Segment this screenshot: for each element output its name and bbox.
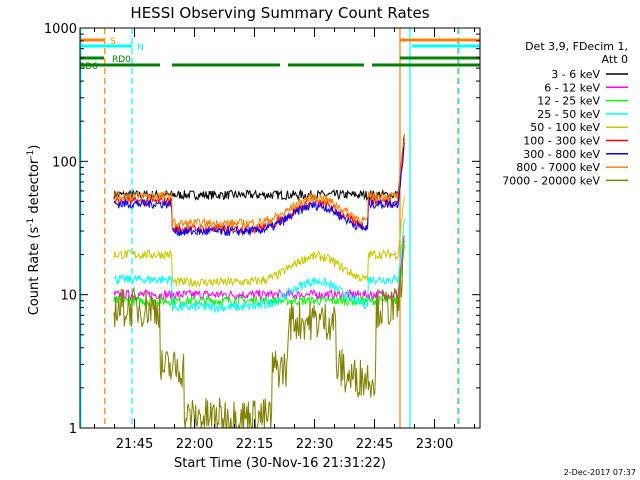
flag-label: S bbox=[110, 37, 116, 47]
plot-area: S N RD0 RD6 bbox=[79, 28, 480, 428]
y-axis-label-part1: Count Rate (s bbox=[27, 227, 42, 316]
x-tick-label: 21:45 bbox=[116, 437, 153, 452]
x-axis: 21:45 22:00 22:15 22:30 22:45 23:00 bbox=[94, 28, 476, 452]
y-axis-label-part2: detector bbox=[27, 158, 42, 218]
x-axis-label: Start Time (30-Nov-16 21:31:22) bbox=[174, 456, 386, 471]
x-tick-label: 22:00 bbox=[176, 437, 213, 452]
y-tick-label: 1000 bbox=[44, 22, 77, 37]
series-line bbox=[113, 219, 405, 314]
legend-entry-label: 7000 - 20000 keV bbox=[502, 174, 600, 187]
x-tick-label: 23:00 bbox=[416, 437, 453, 452]
x-tick-label: 22:45 bbox=[356, 437, 393, 452]
legend-entry-label: 25 - 50 keV bbox=[537, 108, 600, 121]
flag-label: N bbox=[137, 43, 144, 53]
series-line bbox=[113, 143, 405, 237]
chart-title: HESSI Observing Summary Count Rates bbox=[130, 4, 429, 22]
x-tick-label: 22:30 bbox=[296, 437, 333, 452]
series-line bbox=[113, 238, 405, 428]
legend-entry-label: 100 - 300 keV bbox=[523, 135, 600, 148]
series-line bbox=[113, 196, 405, 289]
y-axis-label-sup1: -1 bbox=[26, 218, 36, 227]
y-axis-label-sup2: -1 bbox=[26, 150, 36, 159]
flag-label: RD0 bbox=[112, 55, 131, 65]
y-axis-label-part3: ) bbox=[27, 145, 42, 150]
y-tick-label: 1 bbox=[69, 422, 77, 437]
footer-timestamp: 2-Dec-2017 07:37 bbox=[564, 468, 636, 477]
legend-entry-label: 800 - 7000 keV bbox=[516, 161, 600, 174]
plot-frame bbox=[79, 27, 481, 429]
legend-header: Det 3,9, FDecim 1, bbox=[525, 40, 628, 53]
y-axis-label: Count Rate (s-1 detector-1) bbox=[26, 145, 42, 316]
series-line bbox=[113, 138, 405, 236]
series-line bbox=[113, 134, 405, 201]
legend-entry-label: 3 - 6 keV bbox=[551, 68, 600, 81]
legend-entry-label: 300 - 800 keV bbox=[523, 148, 600, 161]
legend-entry-label: 50 - 100 keV bbox=[530, 121, 600, 134]
flag-label: RD6 bbox=[79, 62, 98, 72]
y-tick-label: 10 bbox=[60, 289, 77, 304]
x-tick-label: 22:15 bbox=[236, 437, 273, 452]
legend-entry-label: 6 - 12 keV bbox=[544, 81, 600, 94]
series-line bbox=[113, 134, 405, 230]
series-line bbox=[113, 235, 405, 301]
legend-entry-label: 12 - 25 keV bbox=[537, 95, 600, 108]
y-axis: 1 10 100 1000 bbox=[44, 22, 480, 437]
legend-header: Att 0 bbox=[602, 53, 628, 66]
y-tick-label: 100 bbox=[52, 155, 77, 170]
